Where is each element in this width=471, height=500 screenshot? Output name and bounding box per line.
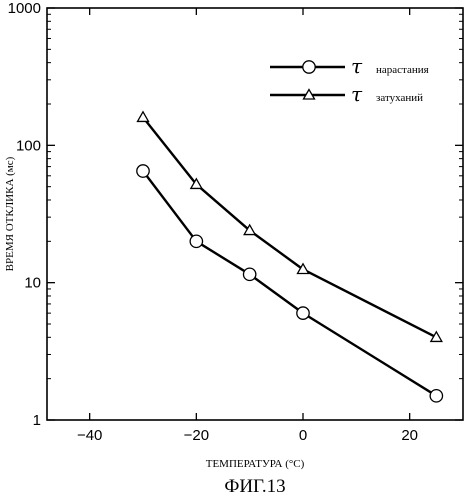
- y-tick-label: 1: [33, 412, 41, 429]
- data-point-triangle: [243, 223, 257, 236]
- y-tick-label: 1000: [8, 0, 41, 17]
- data-point-triangle: [296, 262, 310, 275]
- data-point-circle: [296, 306, 310, 320]
- x-tick-label: 20: [401, 427, 418, 444]
- y-tick-label: 10: [24, 275, 41, 292]
- data-point-triangle: [136, 110, 150, 123]
- x-tick-label: −40: [77, 427, 102, 444]
- series-line-rise: [142, 170, 437, 397]
- legend: τ нарастания τ затуханий: [270, 54, 429, 106]
- legend-symbol-rise: τ: [351, 54, 363, 78]
- legend-marker-triangle: [302, 88, 316, 100]
- series-layer: [136, 110, 444, 403]
- axis-ticks: [47, 7, 463, 421]
- data-point-circle: [189, 234, 204, 249]
- data-point-triangle: [189, 177, 203, 190]
- plot-frame: [46, 7, 464, 421]
- x-tick-label: −20: [184, 427, 209, 444]
- legend-marker-circle: [302, 60, 316, 74]
- x-tick-label: 0: [299, 427, 307, 444]
- axis-tick-labels: −40 −20 0 20 1 10 100 1000: [8, 0, 418, 444]
- data-point-circle: [242, 267, 257, 282]
- legend-symbol-decay: τ: [351, 82, 363, 106]
- legend-label-decay: затуханий: [376, 92, 423, 104]
- x-axis-title: ТЕМПЕРАТУРА (°C): [206, 458, 305, 470]
- y-tick-label: 100: [16, 137, 41, 154]
- data-point-circle: [136, 164, 150, 178]
- data-point-triangle: [429, 330, 443, 343]
- data-point-circle: [429, 388, 444, 403]
- y-axis-title: ВРЕМЯ ОТКЛИКА (мс): [4, 156, 16, 271]
- figure-caption: ФИГ.13: [224, 476, 285, 497]
- legend-label-rise: нарастания: [376, 64, 429, 76]
